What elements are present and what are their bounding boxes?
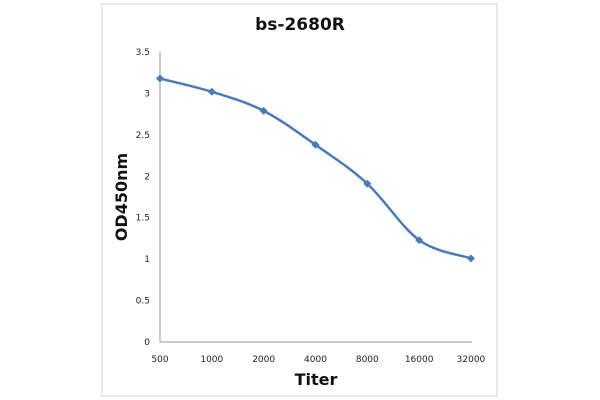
x-tick-label: 2000 <box>252 355 275 365</box>
x-tick-label: 16000 <box>405 355 434 365</box>
y-tick-label: 2 <box>144 172 150 182</box>
data-point <box>415 236 424 245</box>
x-tick-label: 8000 <box>356 355 379 365</box>
y-tick-label: 0 <box>144 338 150 348</box>
x-axis-label: Titer <box>295 370 338 389</box>
data-point <box>259 106 268 115</box>
y-axis-label: OD450nm <box>112 153 131 241</box>
data-point <box>311 140 320 149</box>
y-tick-label: 1.5 <box>136 214 150 224</box>
chart-frame <box>101 3 498 397</box>
data-point <box>156 74 164 83</box>
data-point <box>466 254 475 263</box>
x-tick-label: 1000 <box>200 355 223 365</box>
data-point <box>207 87 216 96</box>
y-tick-label: 0.5 <box>136 297 150 307</box>
y-tick-label: 3.5 <box>136 48 150 58</box>
y-tick-label: 3 <box>144 89 150 99</box>
data-point <box>363 179 372 188</box>
x-tick-label: 4000 <box>304 355 327 365</box>
x-tick-label: 32000 <box>457 355 486 365</box>
y-tick-label: 1 <box>144 255 150 265</box>
y-tick-label: 2.5 <box>136 131 150 141</box>
chart-title: bs-2680R <box>255 15 345 35</box>
x-tick-label: 500 <box>151 355 168 365</box>
